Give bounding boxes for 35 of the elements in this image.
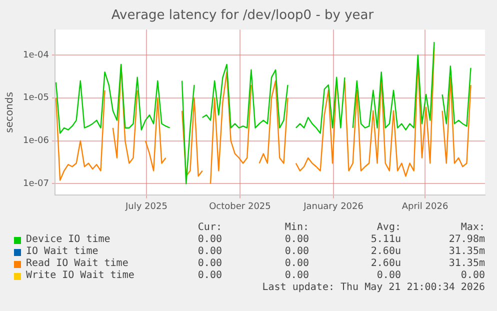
text: 0.00 (460, 270, 485, 281)
legend-label: IO Wait time (26, 246, 98, 257)
text: 0.00 (198, 258, 222, 269)
text: 0.00 (284, 270, 309, 281)
y-tick-label: 1e-04 (22, 50, 50, 60)
chart-title: Average latency for /dev/loop0 - by year (111, 8, 374, 24)
text: 2.60u (370, 258, 401, 269)
y-axis-title: seconds (4, 92, 16, 133)
text: Max: (460, 222, 485, 233)
text: 31.35m (448, 258, 485, 269)
text: Cur: (198, 222, 222, 233)
text: 27.98m (448, 234, 485, 245)
text: 2.60u (370, 246, 401, 257)
text: 0.00 (284, 234, 309, 245)
y-tick-label: 1e-05 (22, 93, 49, 104)
text: 0.00 (198, 270, 222, 281)
y-tick-label: 1e-07 (22, 179, 49, 190)
text: Last update: Thu May 21 21:00:34 2026 (262, 282, 485, 293)
text: Min: (284, 222, 309, 233)
text: 0.00 (284, 258, 309, 269)
text: 5.11u (370, 234, 401, 245)
text: 0.00 (198, 234, 222, 245)
text: 0.00 (376, 270, 401, 281)
y-tick-label: 1e-06 (22, 136, 50, 146)
text: Avg: (376, 222, 401, 233)
text: 31.35m (448, 246, 485, 257)
legend-label: Device IO time (26, 234, 110, 245)
x-tick-label: July 2025 (124, 202, 168, 212)
x-tick-label: October 2025 (209, 202, 271, 212)
text: 0.00 (198, 246, 222, 257)
text: 0.00 (284, 246, 309, 257)
legend-label: Write IO Wait time (26, 270, 134, 281)
x-tick-label: April 2026 (402, 202, 448, 212)
legend-label: Read IO Wait time (26, 258, 128, 269)
x-tick-label: January 2026 (302, 202, 364, 212)
